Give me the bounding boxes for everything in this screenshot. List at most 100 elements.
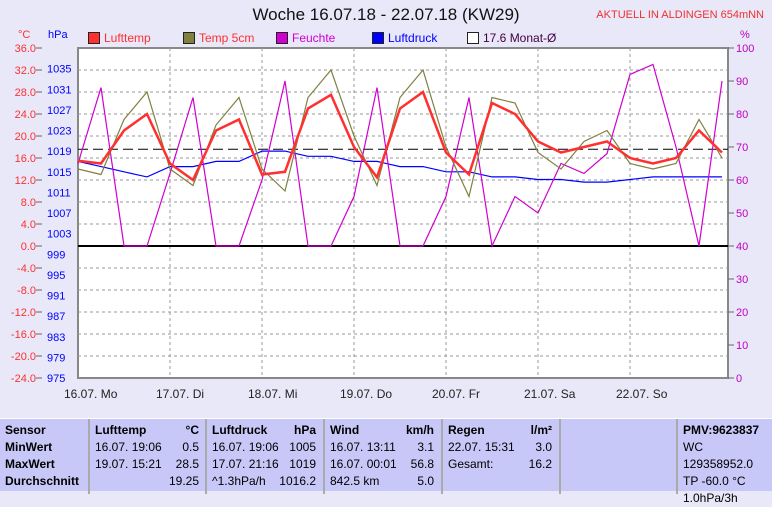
- y-tick-hpa: 1027: [47, 105, 71, 117]
- x-tick-label: 22.07. So: [616, 387, 668, 401]
- y-tick-humidity: 50: [736, 208, 748, 220]
- plot-area: [77, 47, 729, 379]
- y-tick-hpa: 1015: [47, 167, 71, 179]
- cell-label: 22.07. 15:31: [448, 440, 515, 454]
- cell-row: 16.07. 00:01 56.8: [325, 456, 439, 473]
- cell-label: 842.5 km: [330, 474, 380, 488]
- y-tick-celsius: 36.0: [15, 43, 36, 55]
- header-title: Wind: [330, 423, 360, 437]
- y-tick-hpa: 983: [47, 332, 65, 344]
- y-axis-label-humidity: %: [740, 29, 750, 41]
- y-tick-humidity: 60: [736, 175, 748, 187]
- cell-value: 1016.2: [279, 474, 316, 488]
- cell-label: Gesamt:: [448, 457, 494, 471]
- header-sensor: Sensor: [5, 423, 46, 437]
- cell-value: 28.5: [175, 457, 199, 471]
- y-tick-celsius: -4.0: [17, 263, 36, 275]
- cell-label: 16.07. 19:06: [95, 440, 162, 454]
- y-tick-hpa: 1035: [47, 64, 71, 76]
- y-tick-celsius: 12.0: [15, 175, 36, 187]
- y-tick-hpa: 975: [47, 373, 65, 385]
- cell-label: 17.07. 21:16: [212, 457, 279, 471]
- legend-swatch: [276, 32, 288, 44]
- header-luftdruck: Luftdruck hPa: [207, 422, 321, 439]
- y-tick-hpa: 991: [47, 291, 65, 303]
- series-line-luftdruck: [77, 150, 722, 183]
- x-tick-label: 18.07. Mi: [248, 387, 297, 401]
- y-tick-hpa: 1007: [47, 208, 71, 220]
- col-sensor: Sensor MinWert MaxWert Durchschnitt: [0, 419, 86, 494]
- chart-title: Woche 16.07.18 - 22.07.18 (KW29): [252, 5, 520, 24]
- header-title: Luftdruck: [212, 423, 268, 437]
- y-tick-hpa: 987: [47, 311, 65, 323]
- y-tick-humidity: 100: [736, 43, 754, 55]
- header-title: Lufttemp: [95, 423, 147, 437]
- location-status: AKTUELL IN ALDINGEN 654mNN: [596, 9, 764, 21]
- y-tick-celsius: 4.0: [21, 219, 36, 231]
- cell: 1.0hPa/3h: [683, 491, 738, 505]
- y-tick-celsius: 32.0: [15, 65, 36, 77]
- header-unit: hPa: [293, 423, 316, 437]
- y-tick-celsius: -16.0: [11, 329, 36, 341]
- weather-chart: 36.0 32.0 28.0 24.0 20.0 16.0 12.0 8.0 4.0 0.0 -4.…: [11, 29, 754, 401]
- cell-row: 19.07. 15:21 28.5: [90, 456, 204, 473]
- x-tick-label: 20.07. Fr: [432, 387, 480, 401]
- row-label: MinWert: [5, 440, 53, 454]
- y-tick-celsius: -8.0: [17, 285, 36, 297]
- legend-lufttemp: Lufttemp: [88, 31, 151, 45]
- legend-label: Lufttemp: [104, 31, 151, 45]
- cell-label: 16.07. 19:06: [212, 440, 279, 454]
- y-tick-hpa: 979: [47, 352, 65, 364]
- y-tick-humidity: 20: [736, 307, 748, 319]
- cell-value: 0.5: [182, 440, 199, 454]
- col-luftdruck: Luftdruck hPa 16.07. 19:06 1005 17.07. 21:16…: [205, 419, 321, 494]
- cell-row: 16.07. 13:11 3.1: [325, 439, 439, 456]
- header-title: Regen: [448, 423, 485, 437]
- cell-row: 16.07. 19:06 0.5: [90, 439, 204, 456]
- legend-label: Temp 5cm: [199, 31, 255, 45]
- cell: WC 129358952.0: [683, 440, 754, 471]
- y-tick-humidity: 70: [736, 142, 748, 154]
- cell-label: ^1.3hPa/h: [212, 474, 266, 488]
- y-tick-celsius: 28.0: [15, 87, 36, 99]
- cell-row: ^1.3hPa/h 1016.2: [207, 473, 321, 490]
- y-tick-hpa: 999: [47, 249, 65, 261]
- cell-row: 842.5 km 5.0: [325, 473, 439, 490]
- y-tick-celsius: 0.0: [21, 241, 36, 253]
- legend-label: 17.6 Monat-Ø: [483, 31, 557, 45]
- y-tick-hpa: 1019: [47, 146, 71, 158]
- header-wind: Wind km/h: [325, 422, 439, 439]
- y-tick-humidity: 30: [736, 274, 748, 286]
- y-tick-humidity: 40: [736, 241, 748, 253]
- x-tick-label: 16.07. Mo: [64, 387, 118, 401]
- col-pmv: PMV:9623837 WC 129358952.0 TP -60.0 °C 1…: [676, 419, 772, 505]
- x-tick-label: 21.07. Sa: [524, 387, 576, 401]
- y-axis-label-celsius: °C: [18, 29, 30, 41]
- col-regen: Regen l/m² 22.07. 15:31 3.0 Gesamt: 16.2: [441, 419, 557, 494]
- cell-value: 5.0: [417, 474, 434, 488]
- legend-swatch: [372, 32, 384, 44]
- y-tick-celsius: -24.0: [11, 373, 36, 385]
- stats-table: Sensor MinWert MaxWert Durchschnitt Luft…: [0, 418, 772, 505]
- cell-row: 17.07. 21:16 1019: [207, 456, 321, 473]
- y-axis-label-hpa: hPa: [48, 29, 68, 41]
- cell-row: 19.25: [90, 473, 204, 490]
- series-line-feuchte: [77, 63, 723, 249]
- y-tick-hpa: 995: [47, 270, 65, 282]
- y-tick-hpa: 1031: [47, 84, 71, 96]
- col-empty: [559, 419, 676, 494]
- header-unit: °C: [185, 423, 199, 437]
- y-tick-celsius: 24.0: [15, 109, 36, 121]
- y-tick-hpa: 1003: [47, 229, 71, 241]
- series-line-lufttemp: [77, 90, 723, 182]
- legend-monat: 17.6 Monat-Ø: [467, 31, 556, 45]
- col-wind: Wind km/h 16.07. 13:11 3.1 16.07. 00:01 56.8 8…: [323, 419, 439, 494]
- legend-swatch: [88, 32, 100, 44]
- row-label: Durchschnitt: [5, 474, 80, 488]
- y-tick-humidity: 90: [736, 76, 748, 88]
- header-unit: km/h: [405, 423, 434, 437]
- header-regen: Regen l/m²: [443, 422, 557, 439]
- row-label: MaxWert: [5, 457, 55, 471]
- y-tick-hpa: 1023: [47, 126, 71, 138]
- header-lufttemp: Lufttemp °C: [90, 422, 204, 439]
